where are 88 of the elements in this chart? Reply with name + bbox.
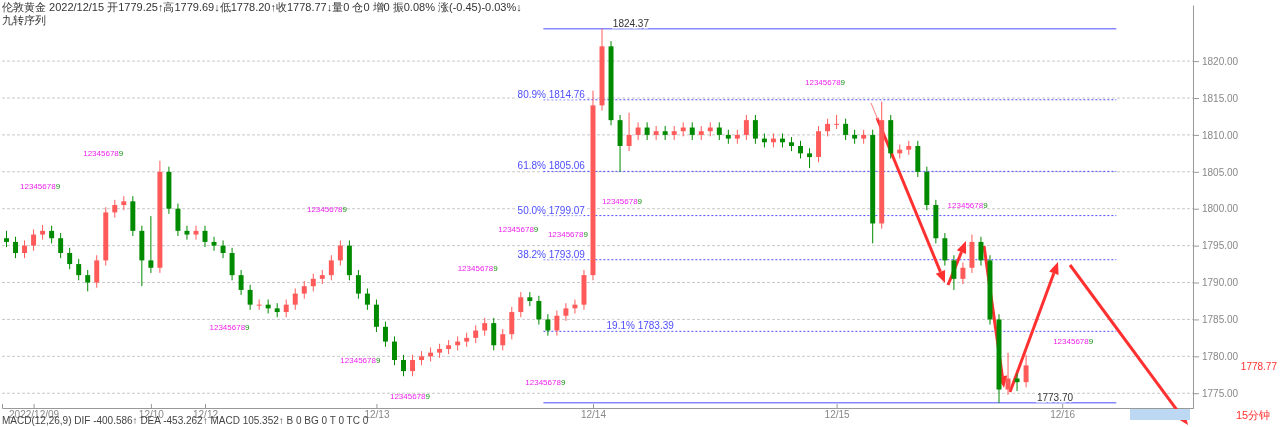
x-tick-label: 12/15 (824, 409, 851, 421)
candlestick (392, 335, 397, 366)
candlestick (843, 118, 849, 141)
candlestick (175, 203, 181, 237)
candlestick (67, 247, 73, 270)
annotation: 123456789 (602, 197, 643, 207)
candlestick (13, 236, 19, 259)
text: 15分钟 (1236, 409, 1271, 421)
annotation: 123456789 (20, 182, 61, 192)
annotation: 123456789 (498, 225, 539, 235)
candlestick (328, 254, 334, 281)
candlestick (373, 299, 379, 333)
candlestick (1023, 354, 1029, 388)
y-tick-label: 1795.00 (1202, 240, 1239, 252)
candlestick (238, 269, 244, 296)
candlestick (635, 121, 641, 141)
candlestick (247, 284, 253, 311)
candlestick (1005, 352, 1011, 396)
candlestick (58, 232, 64, 259)
candlestick (509, 306, 515, 340)
candlestick (364, 287, 370, 311)
y-tick-label: 1800.00 (1202, 203, 1239, 215)
annotation: 123456789 (306, 204, 348, 214)
candlestick (545, 313, 551, 337)
ref-line-label: 19.1% 1783.39 (606, 320, 675, 332)
y-tick-label: 1820.00 (1202, 55, 1239, 67)
candlestick (184, 225, 190, 241)
candlestick (94, 254, 100, 289)
candlestick (518, 291, 524, 318)
annotation: 123456789 (1053, 337, 1094, 347)
annotation: 123456789 (389, 391, 431, 401)
candlestick (401, 354, 406, 377)
candlestick (292, 287, 298, 311)
candlestick (807, 147, 813, 169)
ref-line-label: 80.9% 1814.76 (517, 88, 586, 100)
x-tick-label: 12/14 (580, 409, 607, 421)
candlestick (491, 317, 497, 351)
text: 1778.77 (1240, 361, 1278, 372)
candlestick (500, 328, 506, 351)
candlestick (31, 228, 37, 252)
candlestick (752, 114, 758, 145)
ref-line-label: 1773.70 (1036, 391, 1074, 403)
x-tick-label: 12/16 (1050, 409, 1076, 421)
candlestick (834, 114, 840, 130)
candlestick (148, 215, 154, 274)
y-tick-label: 1790.00 (1202, 277, 1239, 289)
y-tick-label: 1775.00 (1202, 387, 1239, 399)
candlestick (644, 121, 650, 141)
candlestick (942, 232, 948, 267)
annotation: 123456789 (525, 377, 566, 387)
candlestick (1014, 372, 1020, 392)
candlestick (978, 236, 984, 267)
y-tick-label: 1785.00 (1202, 314, 1239, 326)
candlestick (229, 247, 235, 281)
candlestick (211, 236, 217, 252)
candlestick (355, 269, 361, 300)
candlestick (653, 125, 659, 141)
candlestick (951, 254, 957, 291)
annotation: 123456789 (83, 149, 124, 159)
candlestick (76, 258, 82, 281)
candlestick (536, 295, 542, 326)
ref-line-label: 61.8% 1805.06 (517, 160, 586, 172)
annotation: 123456789 (209, 322, 251, 332)
chart-title: 伦敦黄金 2022/12/15 开1779.25↑高1779.69↓低1778.20↑收1778.77↓量0 仓0 增0 振0.08% 涨(-0.45)-0.03%↓ (2, 1, 522, 13)
candlestick (743, 114, 749, 141)
candlestick (563, 302, 569, 322)
candlestick (382, 321, 388, 348)
candlestick (220, 239, 226, 259)
candlestick (960, 262, 966, 285)
candlestick (337, 239, 343, 267)
ref-line-label: 38.2% 1793.09 (517, 248, 586, 260)
y-tick-label: 1780.00 (1202, 351, 1239, 363)
candlestick (410, 354, 416, 377)
y-tick-label: 1810.00 (1202, 129, 1239, 141)
text: 九转序列 (2, 14, 46, 26)
annotation: 123456789 (340, 355, 381, 365)
annotation: 123456789 (805, 77, 846, 87)
annotation: 123456789 (547, 230, 589, 240)
y-tick-label: 1815.00 (1202, 92, 1239, 104)
candlestick (554, 310, 560, 337)
annotation: 123456789 (947, 200, 989, 210)
y-tick-label: 1805.00 (1202, 166, 1239, 178)
annotation: 123456789 (457, 263, 499, 273)
ref-line-label: 50.0% 1799.07 (517, 204, 586, 216)
candlestick (626, 112, 632, 152)
candlestick (85, 269, 91, 292)
candlestick (256, 299, 262, 311)
ref-line-label: 1824.37 (612, 17, 650, 29)
